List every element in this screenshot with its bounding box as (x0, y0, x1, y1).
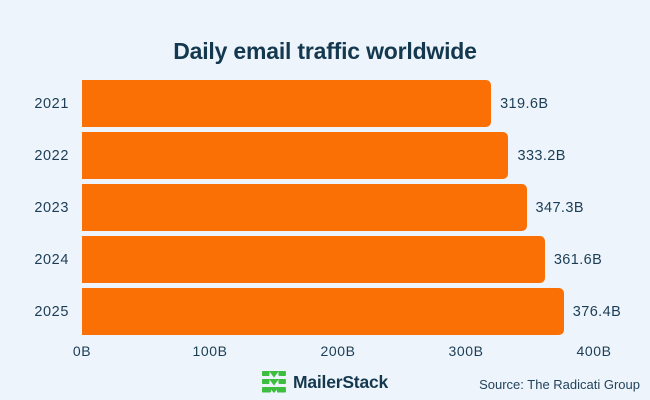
bar-track: 376.4B (82, 288, 621, 335)
value-label: 376.4B (572, 303, 622, 320)
year-label: 2021 (34, 95, 69, 112)
bar-row: 2021 319.6B (0, 80, 594, 127)
value-label: 333.2B (517, 147, 566, 164)
value-label: 361.6B (553, 251, 603, 268)
bar-rows: 2021 319.6B 2022 333.2B 2023 347.3B 2024 361.6B… (0, 80, 621, 335)
brand-name: MailerStack (292, 371, 389, 392)
chart-title: Daily email traffic worldwide (173, 38, 477, 64)
x-axis: 0B 100B 200B 300B 400B (0, 343, 650, 361)
x-tick-label: 300B (448, 343, 484, 359)
bar-track: 361.6B (82, 236, 602, 283)
bar-row: 2025 376.4B (0, 288, 621, 335)
bar-row: 2022 333.2B (0, 132, 594, 179)
year-label: 2024 (34, 251, 69, 268)
x-tick-label: 200B (320, 343, 356, 359)
year-label: 2025 (34, 303, 69, 320)
bar-row: 2023 347.3B (0, 184, 594, 231)
x-tick-label: 400B (576, 343, 612, 359)
value-label: 319.6B (500, 95, 549, 112)
source-note: Source: The Radicati Group (479, 377, 640, 392)
bar-track: 333.2B (82, 132, 594, 179)
bar-2025 (82, 288, 564, 335)
bar-2022 (82, 132, 509, 179)
bar-track: 347.3B (82, 184, 594, 231)
bar-track: 319.6B (82, 80, 594, 127)
bar-2021 (82, 80, 492, 127)
x-tick-label: 0B (72, 343, 92, 359)
value-label: 347.3B (535, 199, 584, 216)
bar-2023 (82, 184, 527, 231)
year-label: 2023 (34, 199, 69, 216)
stacked-envelopes-icon (261, 371, 286, 393)
bar-2024 (82, 236, 545, 283)
x-tick-label: 100B (192, 343, 228, 359)
year-label: 2022 (34, 147, 69, 164)
bar-row: 2024 361.6B (0, 236, 602, 283)
mailerstack-logo: MailerStack (261, 371, 389, 393)
